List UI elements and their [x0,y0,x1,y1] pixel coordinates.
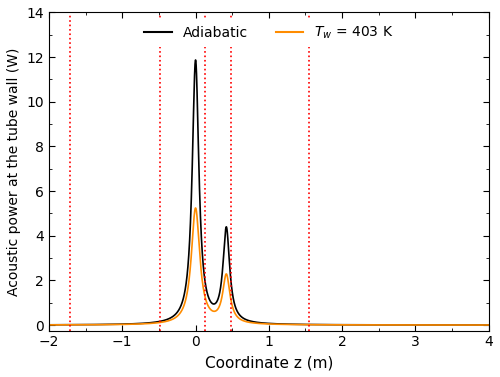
$T_w$ = 403 K [311,322,317,327]
$T_w$ = 403 K [152,321,158,325]
Adiabatic [284,322,290,326]
Adiabatic [372,323,378,327]
Adiabatic [192,58,198,62]
$T_w$ = 403 K [372,323,378,327]
Legend: Adiabatic, $T_w$ = 403 K: Adiabatic, $T_w$ = 403 K [138,19,400,47]
Y-axis label: Acoustic power at the tube wall (W): Acoustic power at the tube wall (W) [7,48,21,296]
Adiabatic [76,322,82,327]
$T_w$ = 403 K [76,323,82,327]
$T_w$ = 403 K [214,307,220,312]
Line: $T_w$ = 403 K: $T_w$ = 403 K [49,208,488,325]
X-axis label: Coordinate z (m): Coordinate z (m) [204,355,333,370]
Adiabatic [311,322,317,327]
$T_w$ = 403 K [284,322,290,327]
Adiabatic [46,323,52,327]
Adiabatic [214,298,220,303]
$T_w$ = 403 K [486,323,492,327]
Line: Adiabatic: Adiabatic [49,60,488,325]
Adiabatic [486,323,492,327]
$T_w$ = 403 K [192,206,198,210]
Adiabatic [152,320,158,325]
$T_w$ = 403 K [46,323,52,327]
